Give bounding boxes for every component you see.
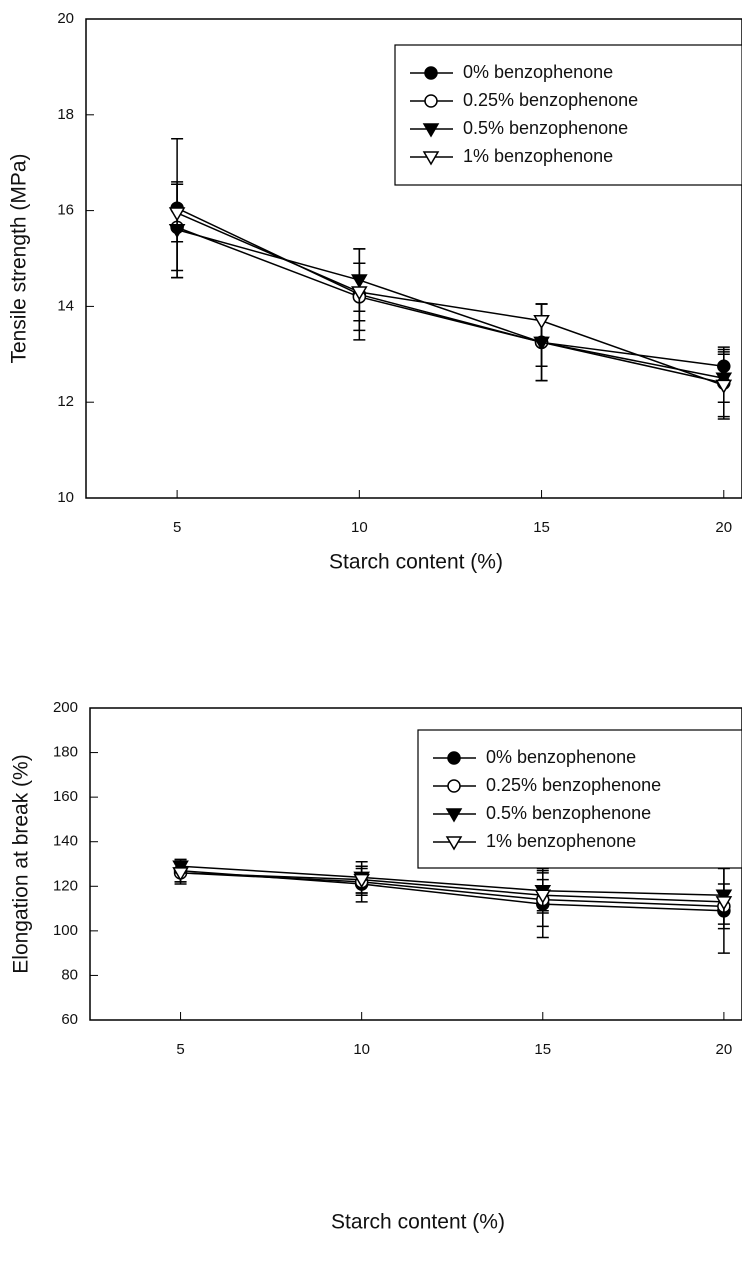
point [353, 873, 370, 889]
series-line [176, 229, 724, 379]
plot-frame [85, 18, 742, 499]
legend-label: 0.5% benzophenone [463, 118, 628, 138]
point [715, 379, 733, 394]
legend-marker [447, 751, 461, 765]
y-tick-label: 120 [53, 877, 78, 894]
y-tick-label: 16 [57, 202, 74, 219]
legend-label: 0.25% benzophenone [486, 775, 661, 795]
legend-label: 0.25% benzophenone [463, 90, 638, 110]
x-tick-label: 20 [715, 519, 732, 536]
series-line [180, 872, 724, 903]
legend-marker [447, 779, 461, 793]
legend-label: 0% benzophenone [463, 62, 613, 82]
legend-box [417, 729, 742, 869]
point [715, 896, 733, 911]
y-tick-label: 80 [61, 966, 78, 983]
x-tick-label: 15 [534, 1041, 551, 1058]
y-tick-label: 180 [53, 744, 78, 761]
legend-marker [445, 808, 463, 823]
point [172, 867, 189, 882]
series-line [176, 226, 724, 384]
series-line [180, 865, 724, 896]
x-tick-label: 5 [173, 519, 181, 536]
legend-marker [424, 94, 438, 108]
y-tick-label: 18 [57, 106, 74, 123]
legend-marker [422, 123, 440, 138]
series-line [176, 207, 724, 368]
legend-marker [424, 66, 438, 80]
legend-marker [445, 836, 463, 851]
x-axis-title: Starch content (%) [329, 551, 503, 574]
legend-label: 0.5% benzophenone [486, 803, 651, 823]
y-axis-title: Elongation at break (%) [10, 754, 33, 973]
y-tick-label: 140 [53, 833, 78, 850]
point [168, 207, 186, 222]
plot-frame [89, 707, 742, 1021]
series-line [176, 212, 725, 387]
y-tick-label: 14 [57, 297, 74, 314]
legend-label: 1% benzophenone [486, 831, 636, 851]
x-tick-label: 5 [176, 1041, 184, 1058]
series-line [180, 872, 724, 908]
x-tick-label: 20 [716, 1041, 733, 1058]
y-axis-title: Tensile strength (MPa) [8, 153, 31, 363]
y-tick-label: 200 [53, 699, 78, 716]
legend-box [394, 44, 742, 186]
y-tick-label: 20 [57, 10, 74, 27]
y-tick-label: 100 [53, 922, 78, 939]
y-tick-label: 160 [53, 788, 78, 805]
x-axis-title: Starch content (%) [331, 1211, 505, 1234]
x-tick-label: 10 [351, 519, 368, 536]
point [534, 889, 552, 904]
y-tick-label: 12 [57, 393, 74, 410]
legend-label: 0% benzophenone [486, 747, 636, 767]
x-tick-label: 15 [533, 519, 550, 536]
y-tick-label: 60 [61, 1011, 78, 1028]
legend-label: 1% benzophenone [463, 146, 613, 166]
x-tick-label: 10 [353, 1041, 370, 1058]
legend-marker [422, 151, 440, 166]
point [533, 315, 550, 330]
point [351, 286, 368, 301]
y-tick-label: 10 [57, 489, 74, 506]
